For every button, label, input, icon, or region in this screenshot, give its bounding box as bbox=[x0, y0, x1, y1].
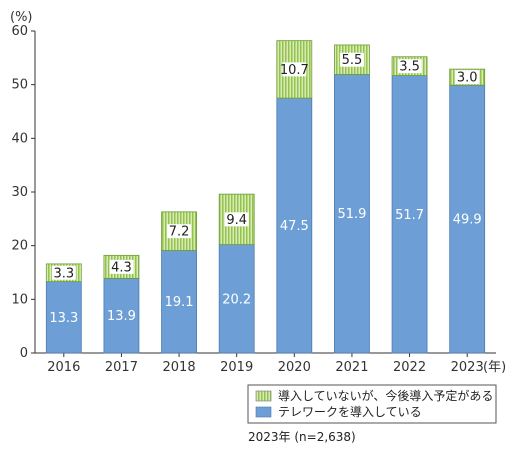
data-label-planned-2019: 9.4 bbox=[226, 213, 247, 228]
bar-group-2018: 19.1 7.2 bbox=[161, 211, 197, 354]
x-tick-label-2019: 2019 bbox=[220, 360, 253, 375]
data-label-implemented-2021: 51.9 bbox=[337, 207, 366, 222]
y-tick-label: 60 bbox=[11, 24, 28, 39]
bar-group-2022: 51.7 3.5 bbox=[391, 56, 428, 354]
y-unit-label: (%) bbox=[10, 10, 33, 25]
x-tick-label-2023: 2023 bbox=[451, 360, 484, 375]
bar-group-2021: 51.9 5.5 bbox=[334, 44, 370, 354]
legend-label-implemented: テレワークを導入している bbox=[278, 405, 422, 419]
data-label-implemented-2023: 49.9 bbox=[453, 213, 482, 228]
y-tick-label: 10 bbox=[11, 292, 28, 307]
data-label-bg bbox=[224, 212, 249, 227]
bar-group-2017: 13.9 4.3 bbox=[103, 254, 140, 354]
legend-label-planned: 導入していないが、今後導入予定がある bbox=[278, 388, 493, 403]
data-label-bg bbox=[281, 218, 308, 233]
x-tick-label-2022: 2022 bbox=[393, 360, 426, 375]
sample-note: 2023年 (n=2,638) bbox=[248, 430, 356, 444]
data-label-planned-2020: 10.7 bbox=[280, 63, 309, 78]
data-label-bg bbox=[51, 265, 76, 280]
legend-swatch-implemented bbox=[255, 406, 272, 418]
data-label-bg bbox=[455, 70, 480, 85]
y-tick-label: 0 bbox=[20, 346, 28, 361]
data-label-planned-2021: 5.5 bbox=[342, 53, 363, 68]
data-label-bg bbox=[109, 259, 134, 274]
x-tick-label-2020: 2020 bbox=[278, 360, 311, 375]
data-label-implemented-2017: 13.9 bbox=[107, 309, 136, 324]
x-tick-label-2017: 2017 bbox=[105, 360, 138, 375]
data-label-bg bbox=[397, 59, 422, 74]
data-label-bg bbox=[167, 224, 192, 239]
data-label-planned-2016: 3.3 bbox=[53, 266, 74, 281]
data-label-bg bbox=[396, 207, 423, 222]
data-label-implemented-2020: 47.5 bbox=[280, 219, 309, 234]
data-label-bg bbox=[166, 294, 193, 309]
x-tick-label-2018: 2018 bbox=[163, 360, 196, 375]
data-label-planned-2018: 7.2 bbox=[169, 225, 190, 240]
y-tick-label: 20 bbox=[11, 239, 28, 254]
y-tick-label: 40 bbox=[11, 131, 28, 146]
data-label-implemented-2018: 19.1 bbox=[165, 295, 194, 310]
bar-group-2020: 47.5 10.7 bbox=[276, 40, 313, 354]
data-label-bg bbox=[50, 310, 77, 325]
x-tick-label-2021: 2021 bbox=[335, 360, 368, 375]
x-tick-label-2016: 2016 bbox=[47, 360, 80, 375]
data-label-planned-2017: 4.3 bbox=[111, 260, 132, 275]
y-axis: 0 10 20 30 40 50 60 bbox=[11, 24, 36, 361]
data-label-implemented-2019: 20.2 bbox=[222, 292, 251, 307]
y-tick-label: 50 bbox=[11, 78, 28, 93]
bars: 13.3 3.3 13.9 4.3 19.1 7.2 20.2 9.4 47.5 10.7 51.9… bbox=[45, 40, 486, 354]
x-axis: 2016 2017 2018 2019 2020 2021 2022 2023 bbox=[35, 352, 496, 375]
bar-group-2023: 49.9 3.0 bbox=[449, 68, 486, 354]
data-label-implemented-2016: 13.3 bbox=[49, 311, 78, 326]
data-label-bg bbox=[223, 291, 250, 306]
data-label-bg bbox=[338, 206, 365, 221]
data-label-planned-2023: 3.0 bbox=[457, 71, 478, 86]
y-tick-label: 30 bbox=[11, 185, 28, 200]
data-label-bg bbox=[339, 52, 364, 67]
data-label-planned-2022: 3.5 bbox=[399, 60, 420, 75]
bar-group-2016: 13.3 3.3 bbox=[45, 263, 82, 354]
x-unit-label: (年) bbox=[483, 360, 506, 375]
bar-group-2019: 20.2 9.4 bbox=[218, 193, 255, 354]
legend-box bbox=[247, 384, 497, 424]
legend: 導入していないが、今後導入予定がある テレワークを導入している bbox=[247, 384, 497, 424]
legend-swatch-planned bbox=[255, 390, 272, 402]
data-label-bg bbox=[454, 212, 481, 227]
data-label-bg bbox=[282, 62, 307, 77]
data-label-bg bbox=[108, 308, 135, 323]
data-label-implemented-2022: 51.7 bbox=[395, 208, 424, 223]
